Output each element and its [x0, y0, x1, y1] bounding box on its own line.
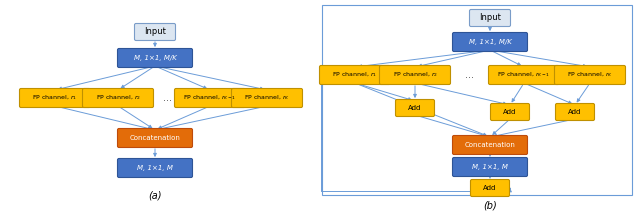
Text: FP channel, $r_1$: FP channel, $r_1$: [333, 71, 378, 79]
FancyBboxPatch shape: [118, 49, 193, 68]
Text: ...: ...: [465, 70, 474, 80]
Text: FP channel, $r_2$: FP channel, $r_2$: [95, 94, 141, 102]
FancyBboxPatch shape: [319, 66, 390, 84]
Text: M, 1×1, M/K: M, 1×1, M/K: [468, 39, 511, 45]
FancyBboxPatch shape: [452, 158, 527, 177]
Text: Concatenation: Concatenation: [465, 142, 515, 148]
Text: Add: Add: [568, 109, 582, 115]
Text: Input: Input: [479, 14, 501, 23]
Text: FP channel, $r_1$: FP channel, $r_1$: [33, 94, 77, 102]
FancyBboxPatch shape: [470, 9, 511, 26]
Text: (b): (b): [483, 200, 497, 210]
FancyBboxPatch shape: [83, 89, 154, 108]
FancyBboxPatch shape: [19, 89, 90, 108]
FancyBboxPatch shape: [380, 66, 451, 84]
FancyBboxPatch shape: [452, 135, 527, 155]
Text: FP channel, $r_2$: FP channel, $r_2$: [392, 71, 438, 79]
Bar: [322, 5, 632, 195]
Text: Add: Add: [483, 185, 497, 191]
Text: ...: ...: [163, 93, 173, 103]
FancyBboxPatch shape: [554, 66, 625, 84]
Text: FP channel, $r_K$: FP channel, $r_K$: [567, 71, 613, 79]
Text: M, 1×1, M: M, 1×1, M: [472, 164, 508, 170]
FancyBboxPatch shape: [488, 66, 559, 84]
Text: Concatenation: Concatenation: [129, 135, 180, 141]
FancyBboxPatch shape: [175, 89, 246, 108]
Text: M, 1×1, M/K: M, 1×1, M/K: [134, 55, 177, 61]
Text: Add: Add: [503, 109, 516, 115]
FancyBboxPatch shape: [232, 89, 303, 108]
Text: M, 1×1, M: M, 1×1, M: [137, 165, 173, 171]
Text: (a): (a): [148, 190, 162, 200]
FancyBboxPatch shape: [556, 103, 595, 120]
FancyBboxPatch shape: [452, 32, 527, 52]
FancyBboxPatch shape: [134, 23, 175, 40]
FancyBboxPatch shape: [470, 180, 509, 197]
FancyBboxPatch shape: [118, 129, 193, 147]
Text: FP channel, $r_{K-1}$: FP channel, $r_{K-1}$: [497, 71, 550, 79]
FancyBboxPatch shape: [490, 103, 529, 120]
Text: Input: Input: [144, 28, 166, 37]
Text: FP channel, $r_{K-1}$: FP channel, $r_{K-1}$: [184, 94, 237, 102]
Text: FP channel, $r_K$: FP channel, $r_K$: [244, 94, 290, 102]
Text: Add: Add: [408, 105, 422, 111]
FancyBboxPatch shape: [396, 100, 435, 117]
FancyBboxPatch shape: [118, 158, 193, 178]
